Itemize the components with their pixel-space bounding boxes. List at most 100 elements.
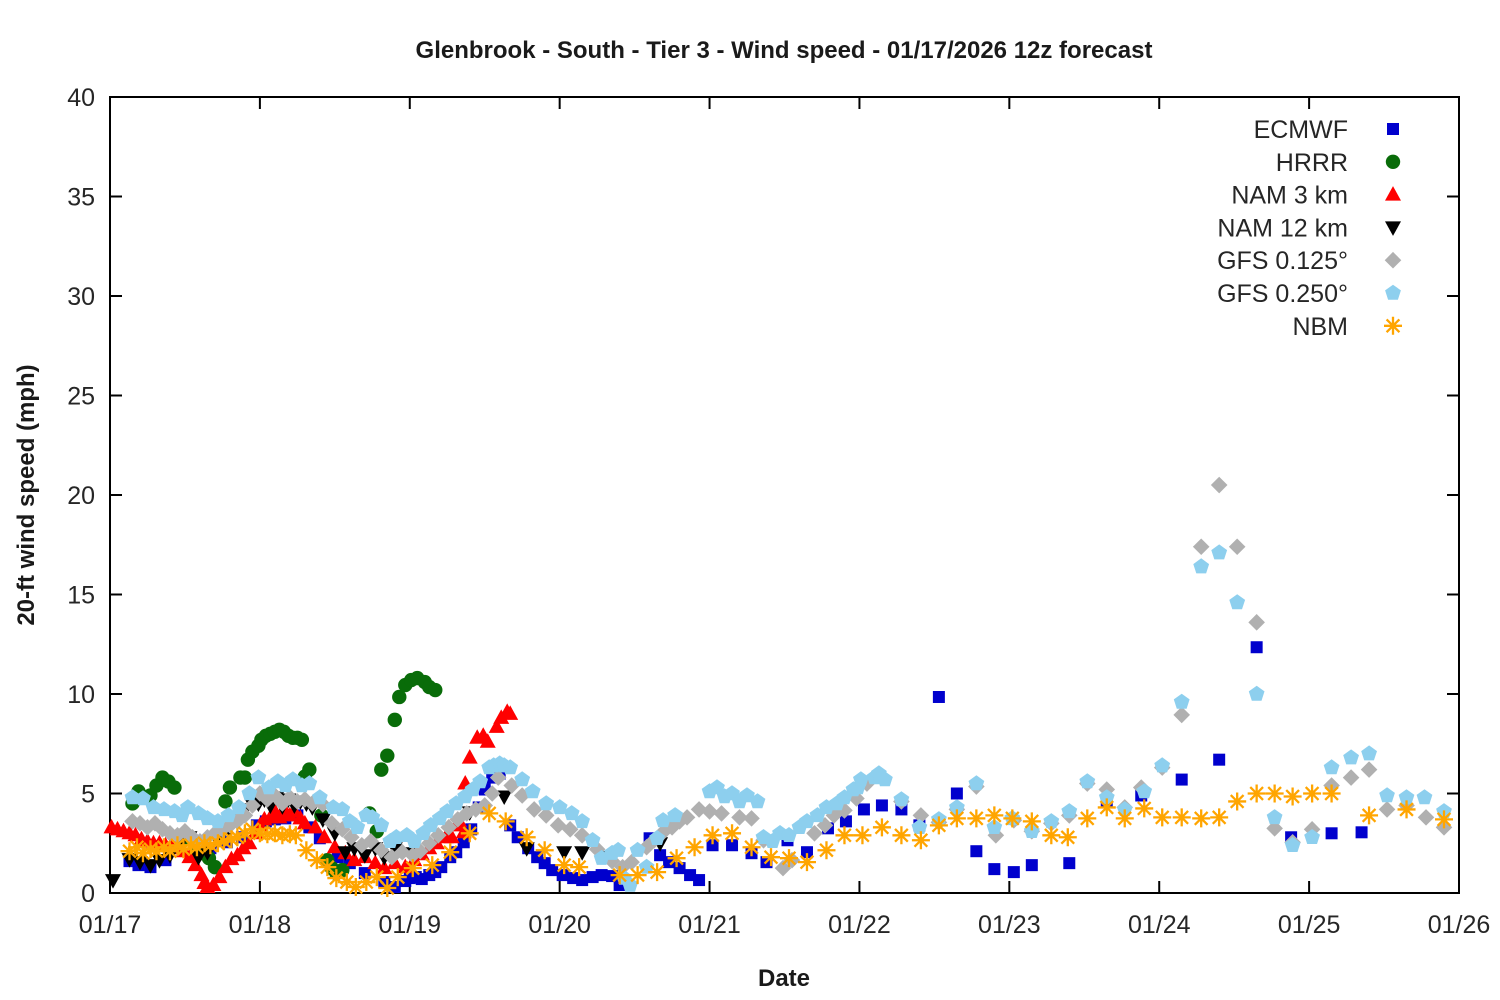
data-point-ecmwf — [556, 869, 569, 882]
data-point-ecmwf — [932, 690, 945, 703]
data-point-gfs-0-125 — [690, 801, 708, 818]
data-point-nbm — [929, 816, 948, 835]
data-point-gfs-0-250 — [1154, 757, 1171, 773]
data-point-ecmwf — [576, 874, 589, 887]
data-point-gfs-0-250 — [312, 789, 328, 805]
data-point-nam-3-km — [376, 859, 393, 875]
legend-marker-hrrr — [1385, 154, 1401, 169]
legend-marker-ecmwf — [1387, 123, 1399, 135]
data-point-gfs-0-250 — [538, 795, 555, 811]
data-point-gfs-0-125 — [266, 787, 284, 804]
data-point-nbm — [228, 828, 247, 847]
legend-marker-nbm — [1384, 316, 1402, 335]
data-point-ecmwf — [1250, 641, 1263, 654]
y-tick-label: 40 — [67, 84, 95, 112]
legend-item-nam-12-km: NAM 12 km — [1217, 214, 1401, 242]
data-point-hrrr — [294, 732, 310, 747]
data-point-nbm — [1228, 792, 1247, 811]
x-tick-label: 01/19 — [378, 911, 441, 939]
data-point-gfs-0-250 — [1379, 787, 1395, 803]
data-point-gfs-0-250 — [968, 775, 985, 791]
x-tick-label: 01/17 — [79, 911, 142, 939]
data-point-gfs-0-250 — [749, 793, 766, 809]
data-point-gfs-0-250 — [1116, 801, 1133, 817]
data-point-gfs-0-125 — [1228, 538, 1246, 556]
data-point-nbm — [1303, 784, 1322, 803]
data-point-nam-12-km — [314, 813, 331, 828]
legend-marker-nam-12-km — [1385, 221, 1401, 236]
data-point-gfs-0-125 — [525, 801, 543, 818]
data-point-nbm — [685, 838, 704, 857]
data-point-nbm — [265, 824, 284, 843]
data-point-nbm — [1192, 809, 1211, 828]
data-point-gfs-0-125 — [483, 785, 501, 802]
data-point-gfs-0-250 — [667, 807, 683, 823]
data-point-gfs-0-125 — [244, 797, 261, 814]
legend-label-nam-3-km: NAM 3 km — [1231, 182, 1348, 210]
data-point-gfs-0-250 — [986, 819, 1003, 834]
legend-label-gfs-0-250: GFS 0.250° — [1217, 280, 1348, 308]
data-point-nbm — [1135, 799, 1154, 818]
data-point-ecmwf — [1355, 826, 1368, 839]
data-point-gfs-0-125 — [1360, 761, 1378, 778]
y-axis-label: 20-ft wind speed (mph) — [13, 364, 40, 625]
data-point-nbm — [243, 820, 262, 839]
data-point-gfs-0-125 — [229, 813, 246, 830]
data-point-nam-3-km — [488, 718, 505, 733]
data-point-gfs-0-125 — [449, 811, 467, 828]
data-point-gfs-0-250 — [250, 769, 267, 785]
y-tick-label: 0 — [81, 880, 95, 908]
legend-marker-gfs-0-125 — [1384, 251, 1402, 269]
data-point-gfs-0-125 — [678, 809, 696, 826]
data-point-gfs-0-250 — [231, 799, 247, 815]
data-point-nbm — [1172, 808, 1191, 827]
data-point-nbm — [154, 838, 173, 857]
data-point-nbm — [174, 840, 193, 859]
data-point-nbm — [214, 832, 233, 851]
legend-item-nbm: NBM — [1292, 313, 1402, 341]
data-point-nam-3-km — [307, 818, 324, 834]
data-point-gfs-0-125 — [1266, 820, 1283, 837]
data-point-nbm — [423, 856, 442, 875]
data-point-nbm — [1097, 798, 1116, 817]
data-point-gfs-0-250 — [334, 801, 351, 817]
data-point-hrrr — [374, 762, 389, 777]
data-point-nbm — [403, 859, 422, 878]
data-point-nam-3-km — [211, 868, 228, 884]
data-point-nbm — [168, 836, 187, 855]
data-point-nbm — [318, 858, 337, 877]
data-point-gfs-0-125 — [1210, 476, 1228, 494]
legend-label-gfs-0-125: GFS 0.125° — [1217, 247, 1348, 275]
data-point-ecmwf — [706, 839, 719, 852]
data-point-hrrr — [392, 689, 407, 705]
chart-title: Glenbrook - South - Tier 3 - Wind speed … — [416, 37, 1153, 64]
data-point-nbm — [570, 858, 589, 877]
data-point-gfs-0-125 — [713, 805, 730, 822]
data-point-nbm — [388, 868, 407, 887]
data-point-nbm — [222, 830, 241, 849]
data-point-nbm — [208, 834, 227, 853]
legend-label-hrrr: HRRR — [1276, 149, 1348, 177]
data-point-gfs-0-250 — [574, 813, 590, 829]
data-point-gfs-0-125 — [146, 815, 164, 832]
data-point-ecmwf — [875, 799, 888, 812]
data-point-gfs-0-250 — [1248, 685, 1265, 701]
data-point-gfs-0-250 — [893, 791, 910, 807]
data-point-gfs-0-125 — [537, 807, 555, 824]
data-point-nbm — [378, 879, 397, 898]
data-point-gfs-0-250 — [1079, 773, 1096, 789]
y-tick-label: 20 — [67, 482, 95, 510]
data-point-gfs-0-250 — [502, 759, 519, 775]
data-point-gfs-0-125 — [1417, 809, 1435, 826]
data-point-gfs-0-250 — [551, 799, 568, 815]
data-point-nbm — [628, 866, 647, 885]
series-nbm — [120, 784, 1454, 898]
data-point-gfs-0-250 — [1284, 836, 1301, 852]
data-point-gfs-0-250 — [853, 771, 869, 787]
data-point-nbm — [835, 826, 854, 845]
data-point-nbm — [160, 842, 179, 861]
data-point-gfs-0-250 — [563, 805, 580, 821]
data-point-nbm — [555, 856, 574, 875]
data-point-gfs-0-250 — [1098, 789, 1115, 805]
data-point-gfs-0-125 — [343, 828, 360, 846]
